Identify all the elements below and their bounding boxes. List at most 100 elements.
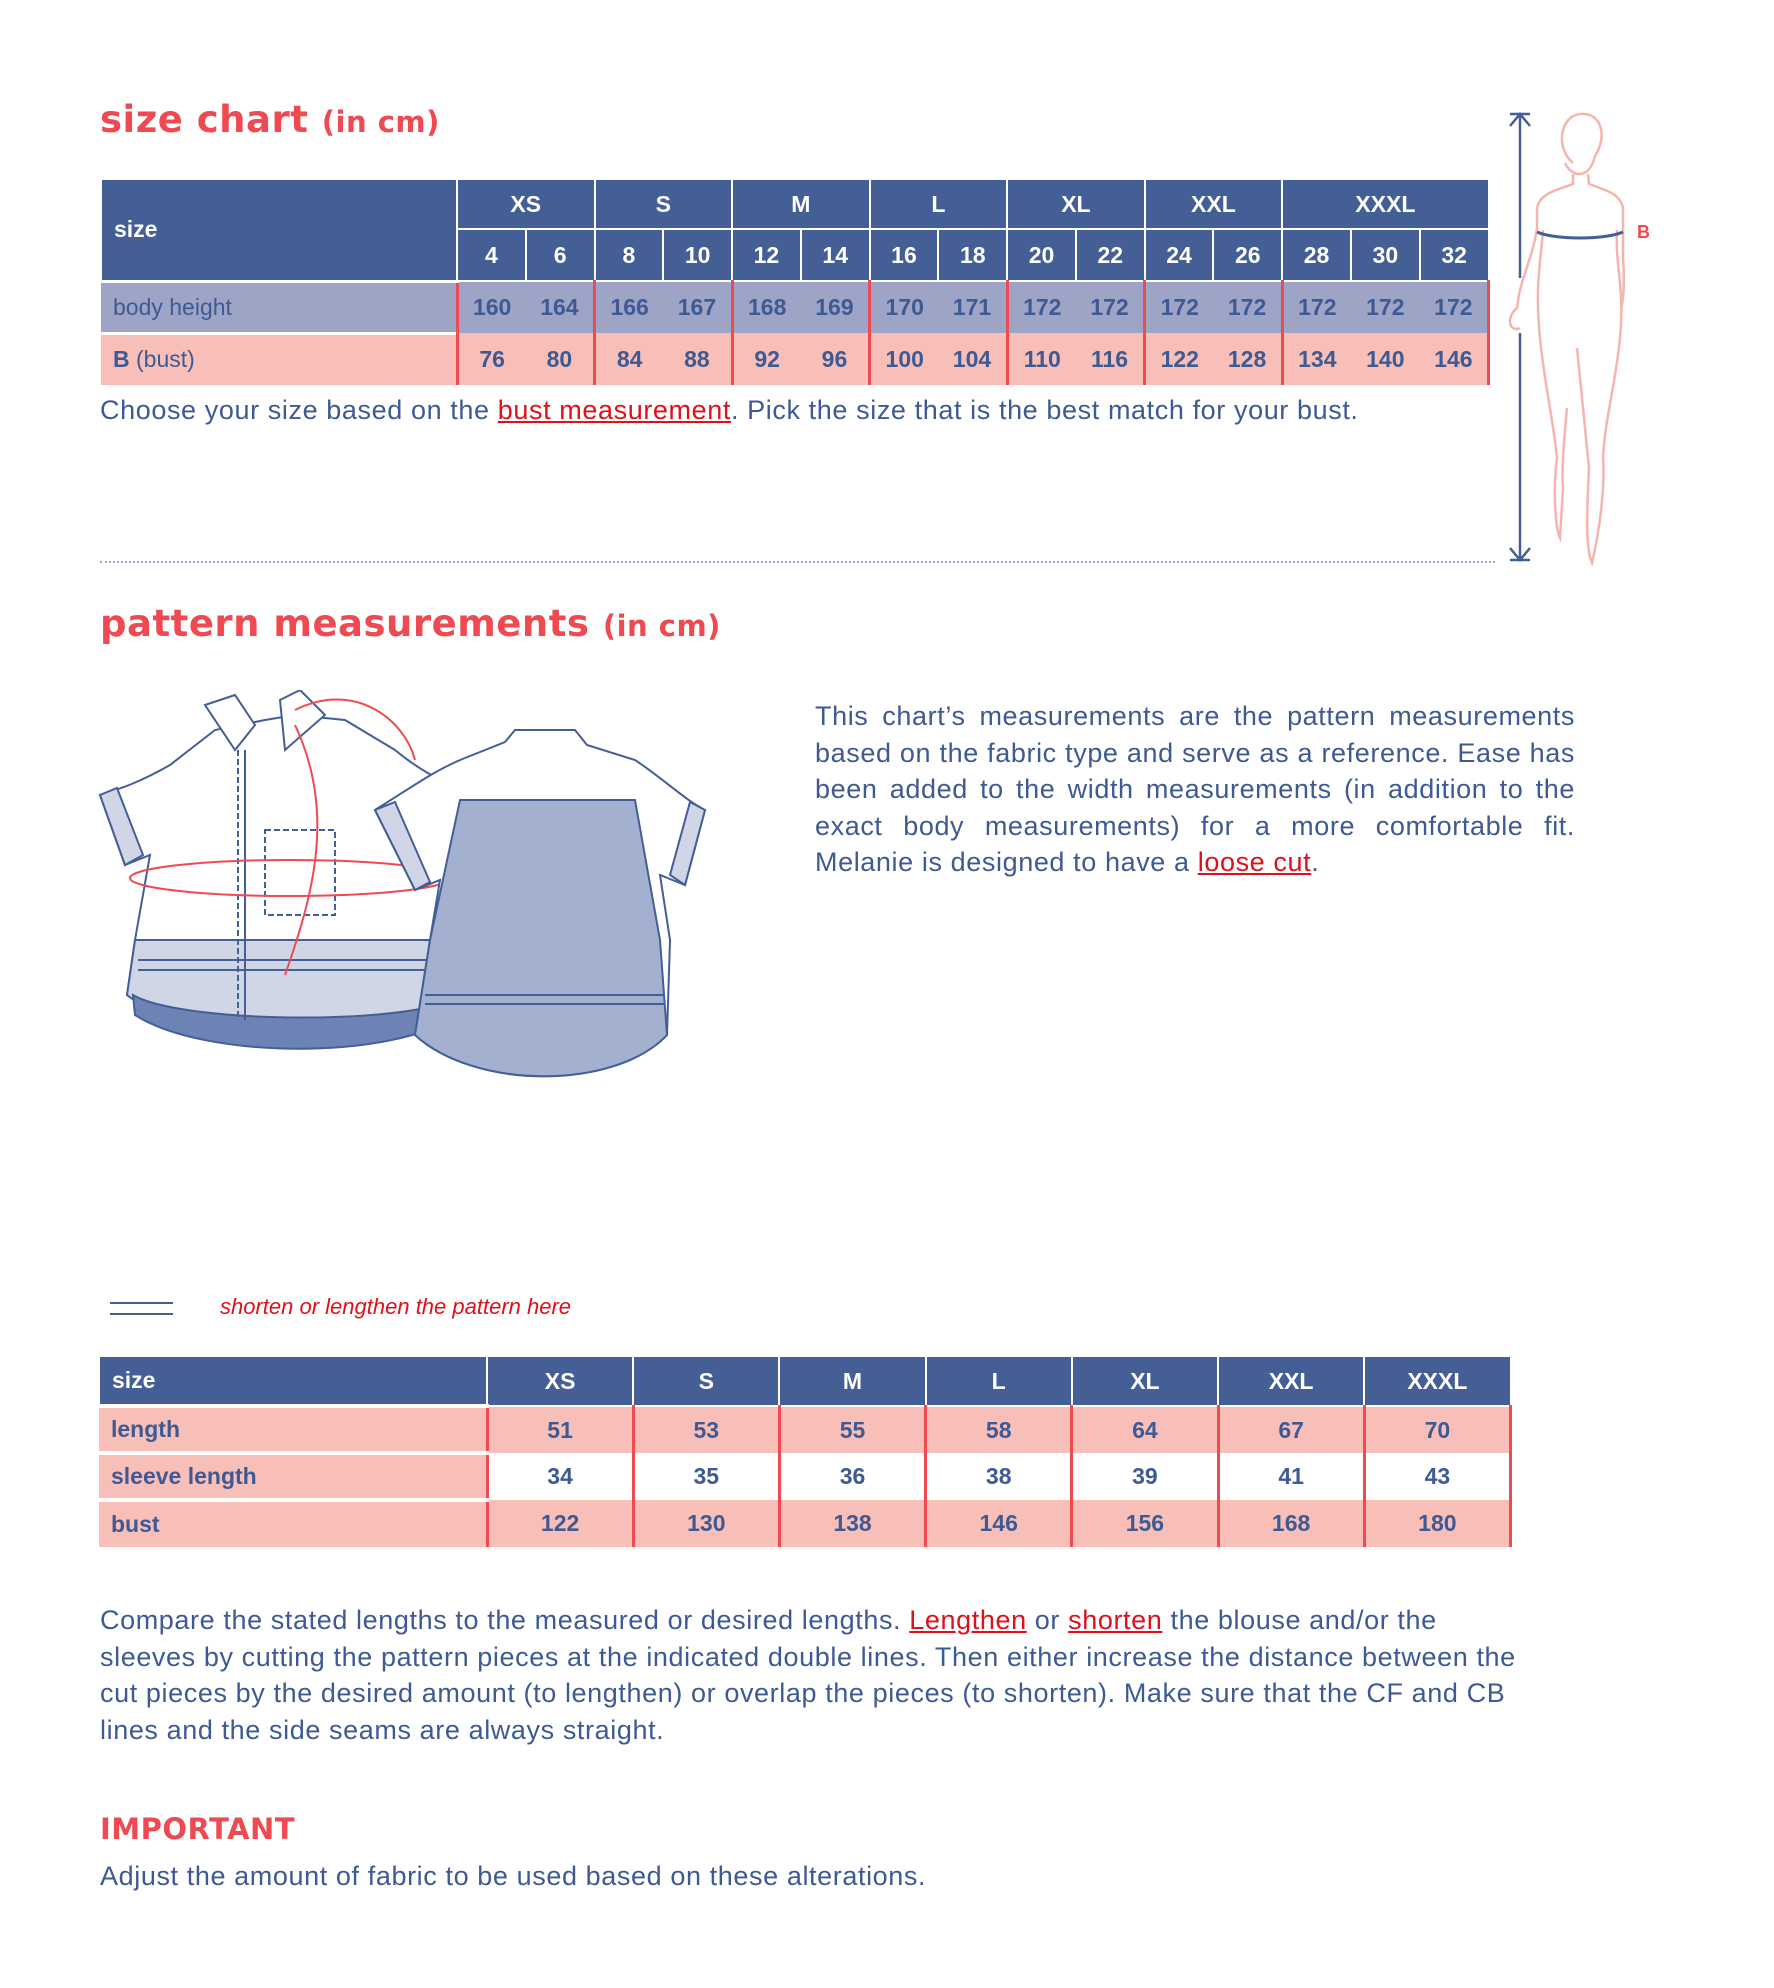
row-label-text: (bust) xyxy=(136,346,195,373)
double-line-icon xyxy=(110,1302,173,1315)
size-note: Choose your size based on the bust measu… xyxy=(100,392,1359,429)
size-group-row: size XS S M L XL XXL XXXL xyxy=(100,178,1490,282)
value-cell: 70 xyxy=(1362,1406,1513,1453)
value-cell: 168 xyxy=(1216,1500,1365,1547)
value-cell: 39 xyxy=(1070,1453,1219,1500)
value-cell: 96 xyxy=(800,333,870,385)
bust-measurement-link[interactable]: bust measurement xyxy=(497,395,731,425)
value-cell: 43 xyxy=(1362,1453,1513,1500)
value-cell: 55 xyxy=(777,1406,926,1453)
size-header: XS xyxy=(485,1355,635,1407)
size-number-header: 10 xyxy=(662,228,734,282)
alteration-sentence: or xyxy=(1026,1605,1069,1635)
alteration-sentence: Compare the stated lengths to the measur… xyxy=(100,1605,910,1635)
table-row: length 51 53 55 58 64 67 70 xyxy=(99,1404,1513,1453)
pattern-title: pattern measurements (in cm) xyxy=(100,602,721,645)
value-cell: 58 xyxy=(924,1406,1072,1453)
table-row: bust 122 130 138 146 156 168 180 xyxy=(99,1498,1513,1547)
value-cell: 140 xyxy=(1350,333,1420,385)
row-label: sleeve length xyxy=(99,1451,487,1500)
size-header: XL xyxy=(1070,1355,1220,1407)
size-header: size xyxy=(98,1355,488,1407)
header-row: size XS S M L XL XXL XXXL xyxy=(98,1355,1512,1407)
note-text: . Pick the size that is the best match f… xyxy=(730,395,1359,425)
value-cell: 130 xyxy=(631,1500,780,1547)
description-text: This chart’s measurements are the patter… xyxy=(815,701,1575,877)
value-cell: 172 xyxy=(1350,281,1420,333)
row-label: B (bust) xyxy=(101,331,457,385)
value-cell: 169 xyxy=(800,281,870,333)
value-cell: 67 xyxy=(1216,1406,1365,1453)
note-text: Choose your size based on the xyxy=(100,395,498,425)
shirt-front-illustration xyxy=(98,690,482,1050)
size-number-header: 6 xyxy=(524,228,596,282)
value-cell: 134 xyxy=(1280,333,1351,385)
size-number-header: 18 xyxy=(937,228,1009,282)
size-number-header: 20 xyxy=(1006,228,1077,282)
value-cell: 51 xyxy=(485,1406,634,1453)
size-number-header: 24 xyxy=(1143,228,1215,282)
value-cell: 172 xyxy=(1143,281,1214,333)
pattern-measurements-table: size XS S M L XL XXL XXXL length 51 53 55 58 64 67 70 sl… xyxy=(98,1355,1513,1547)
title-text: pattern measurements xyxy=(100,602,590,645)
size-header: S xyxy=(632,1355,781,1407)
table-row: B (bust) 76 80 84 88 92 96 100 104 110 116 122 128 13… xyxy=(101,331,1490,385)
value-cell: 64 xyxy=(1070,1406,1219,1453)
size-header: XXXL xyxy=(1363,1355,1512,1407)
value-cell: 100 xyxy=(868,333,939,385)
size-number-header: 16 xyxy=(868,228,940,282)
size-number-header: 32 xyxy=(1418,228,1490,282)
value-cell: 76 xyxy=(455,333,526,385)
alteration-text: Compare the stated lengths to the measur… xyxy=(100,1602,1520,1748)
title-text: size chart xyxy=(100,98,309,141)
value-cell: 36 xyxy=(777,1453,926,1500)
value-cell: 138 xyxy=(777,1500,926,1547)
description-text: . xyxy=(1311,847,1320,877)
size-group-header: XXL xyxy=(1143,178,1284,230)
size-group-header: XL xyxy=(1006,178,1146,230)
value-cell: 34 xyxy=(485,1453,634,1500)
size-chart-table: size XS S M L XL XXL XXXL 4 6 8 10 12 14 16 18 20 22 24 26 2… xyxy=(100,178,1490,385)
value-cell: 168 xyxy=(730,281,801,333)
shirt-illustrations xyxy=(98,690,707,1078)
value-cell: 167 xyxy=(663,281,733,333)
size-number-header: 12 xyxy=(731,228,802,282)
unit-text: (in cm) xyxy=(602,609,721,643)
value-cell: 38 xyxy=(924,1453,1072,1500)
size-group-header: L xyxy=(868,178,1009,230)
alteration-sentence: the blouse and/or the sleeves by cutting… xyxy=(100,1605,1516,1745)
value-cell: 92 xyxy=(730,333,801,385)
value-cell: 166 xyxy=(593,281,664,333)
table-row: body height 160 164 166 167 168 169 170 171 172 17… xyxy=(101,279,1490,333)
lengthen-link[interactable]: Lengthen xyxy=(909,1605,1027,1635)
value-cell: 104 xyxy=(938,333,1008,385)
size-number-header: 14 xyxy=(799,228,871,282)
size-number-header: 8 xyxy=(593,228,665,282)
value-cell: 122 xyxy=(485,1500,634,1547)
size-group-header: XS xyxy=(456,178,596,230)
value-cell: 146 xyxy=(924,1500,1072,1547)
legend-text: shorten or lengthen the pattern here xyxy=(220,1294,572,1319)
value-cell: 172 xyxy=(1213,281,1283,333)
size-number-row: 4 6 8 10 12 14 16 18 20 22 24 26 28 30 32 xyxy=(101,228,1490,282)
value-cell: 164 xyxy=(525,281,595,333)
body-figure-illustration: B xyxy=(1508,112,1650,567)
row-label-bold: B xyxy=(113,346,130,373)
size-chart-title: size chart (in cm) xyxy=(100,98,440,141)
value-cell: 88 xyxy=(663,333,733,385)
row-label: bust xyxy=(99,1498,487,1547)
loose-cut-link[interactable]: loose cut xyxy=(1197,847,1312,877)
value-cell: 156 xyxy=(1070,1500,1219,1547)
size-group-header: M xyxy=(731,178,871,230)
size-number-header: 30 xyxy=(1349,228,1421,282)
height-arrow-icon xyxy=(1509,112,1531,562)
size-header: XXL xyxy=(1217,1355,1366,1407)
size-header: M xyxy=(778,1355,927,1407)
value-cell: 35 xyxy=(631,1453,780,1500)
value-cell: 110 xyxy=(1005,333,1076,385)
row-label: body height xyxy=(101,279,457,333)
table-row: sleeve length 34 35 36 38 39 41 43 xyxy=(99,1451,1513,1500)
shorten-link[interactable]: shorten xyxy=(1068,1605,1163,1635)
row-label: length xyxy=(99,1404,487,1453)
unit-text: (in cm) xyxy=(321,105,440,139)
